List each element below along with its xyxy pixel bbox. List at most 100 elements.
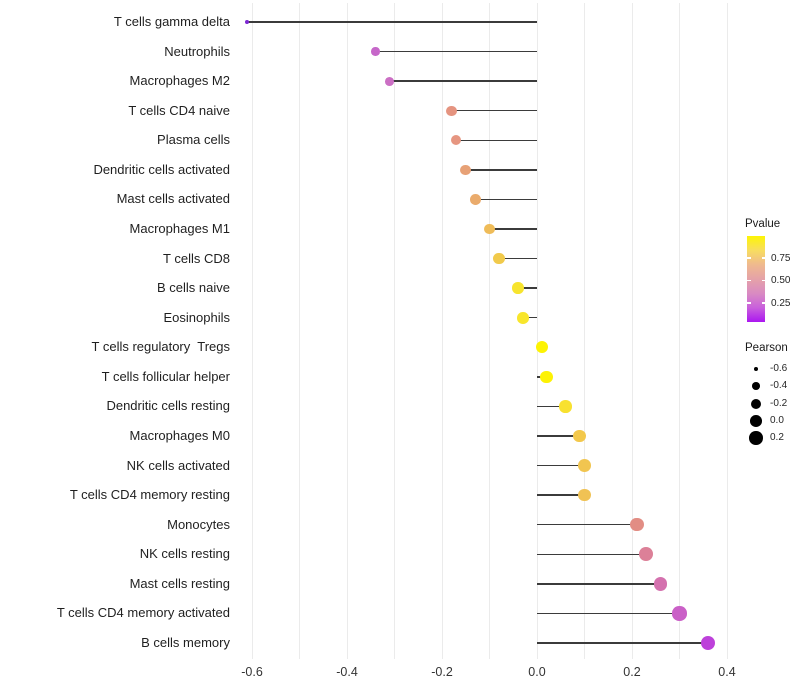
colorbar-tick [747, 302, 751, 304]
lollipop-stem [499, 257, 537, 260]
grid-line [536, 3, 538, 659]
colorbar-tick-label: 0.25 [771, 297, 791, 309]
pearson-legend-label: 0.0 [770, 414, 784, 426]
lollipop-stem [456, 139, 537, 141]
pearson-legend-dot [749, 431, 763, 445]
grid-line [346, 3, 348, 659]
y-axis-label: NK cells resting [139, 546, 230, 562]
lollipop-dot [516, 311, 529, 324]
grid-line [679, 3, 680, 659]
y-axis-label: Mast cells activated [116, 191, 230, 207]
lollipop-dot [639, 547, 654, 562]
pearson-legend-label: 0.2 [770, 432, 784, 444]
lollipop-stem [537, 464, 585, 467]
grid-line [489, 3, 490, 659]
lollipop-stem [375, 50, 537, 53]
y-axis-label: NK cells activated [126, 457, 230, 473]
pvalue-colorbar [747, 236, 765, 322]
pearson-legend-dot [753, 366, 759, 372]
lollipop-stem [518, 287, 537, 289]
lollipop-dot [245, 19, 250, 25]
pearson-legend-title: Pearson [745, 342, 788, 354]
y-axis-label: Plasma cells [157, 132, 230, 148]
y-axis-label: Dendritic cells resting [106, 398, 230, 414]
y-axis-label: Mast cells resting [129, 575, 230, 591]
lollipop-dot [512, 282, 524, 294]
y-axis-label: T cells CD4 memory activated [56, 605, 230, 621]
y-axis-label: T cells CD4 memory resting [69, 487, 230, 503]
lollipop-stem [247, 21, 537, 23]
x-tick-label: 0.4 [718, 665, 736, 679]
pvalue-legend-title: Pvalue [745, 218, 781, 230]
pearson-legend-dot [752, 382, 760, 391]
y-axis-label: Macrophages M1 [129, 220, 230, 236]
lollipop-stem [475, 198, 537, 201]
lollipop-stem [537, 405, 566, 408]
pearson-legend-label: -0.4 [770, 380, 788, 392]
lollipop-dot [535, 341, 548, 354]
lollipop-stem [537, 524, 637, 526]
lollipop-dot [540, 370, 553, 383]
y-axis-label: T cells CD4 naive [128, 102, 230, 118]
x-axis: -0.6 -0.4 -0.2 0.0 0.2 0.4 [233, 665, 745, 683]
grid-line [394, 3, 395, 659]
x-tick-label: 0.2 [623, 665, 641, 679]
lollipop-dot [672, 606, 687, 621]
lollipop-stem [489, 228, 537, 230]
lollipop-stem [537, 642, 708, 644]
pearson-legend-label: -0.2 [770, 397, 788, 409]
y-axis-label: Dendritic cells activated [93, 161, 230, 177]
grid-line [726, 3, 728, 659]
lollipop-dot [629, 517, 644, 532]
lollipop-stem [465, 169, 537, 171]
colorbar-tick-label: 0.50 [771, 275, 791, 287]
colorbar-tick [761, 279, 765, 282]
y-axis-label: T cells gamma delta [113, 14, 230, 29]
grid-line [584, 3, 585, 659]
lollipop-dot [559, 400, 572, 413]
lollipop-dot [385, 76, 395, 86]
lollipop-stem [537, 553, 647, 555]
lollipop-stem [537, 494, 585, 496]
lollipop-dot [700, 635, 716, 651]
colorbar-tick [761, 302, 765, 304]
pearson-legend-label: -0.6 [770, 363, 788, 374]
lollipop-dot [493, 252, 505, 265]
colorbar-tick-label: 0.75 [771, 252, 791, 264]
y-axis-label: T cells follicular helper [101, 368, 230, 384]
y-axis-labels: T cells gamma delta Neutrophils Macrophage… [0, 0, 230, 660]
grid-line [299, 3, 300, 659]
plot-panel [233, 3, 745, 659]
lollipop-dot [653, 576, 668, 591]
x-tick-label: -0.2 [431, 665, 453, 679]
y-axis-label: B cells memory [141, 634, 230, 650]
lollipop-stem [389, 80, 537, 82]
lollipop-stem [537, 583, 661, 585]
x-tick-label: -0.4 [336, 665, 358, 679]
y-axis-label: T cells CD8 [163, 250, 230, 266]
lollipop-stem [451, 110, 537, 112]
colorbar-tick [747, 279, 751, 282]
y-axis-label: Eosinophils [163, 309, 231, 325]
lollipop-stem [537, 612, 680, 615]
lollipop-dot [484, 223, 495, 235]
lollipop-dot [578, 459, 591, 472]
y-axis-label: Macrophages M2 [129, 73, 230, 89]
x-tick-label: -0.6 [241, 665, 263, 679]
legend: Pvalue 0.75 0.50 0.25 Pearson -0.6 -0.4 -0.2… [730, 210, 800, 460]
lollipop-dot [446, 105, 457, 116]
pearson-legend-dot [750, 414, 762, 427]
pearson-legend-dot [750, 398, 761, 409]
x-tick-label: 0.0 [528, 665, 546, 679]
lollipop-dot [460, 164, 471, 176]
y-axis-label: T cells regulatory Tregs [91, 339, 230, 355]
y-axis-label: B cells naive [157, 280, 230, 296]
lollipop-stem [537, 435, 580, 437]
y-axis-label: Macrophages M0 [129, 427, 230, 443]
grid-line [251, 3, 253, 659]
lollipop-dot [578, 488, 591, 502]
grid-line [631, 3, 633, 659]
y-axis-label: Neutrophils [164, 43, 230, 59]
lollipop-dot [573, 429, 587, 443]
y-axis-label: Monocytes [167, 516, 230, 532]
